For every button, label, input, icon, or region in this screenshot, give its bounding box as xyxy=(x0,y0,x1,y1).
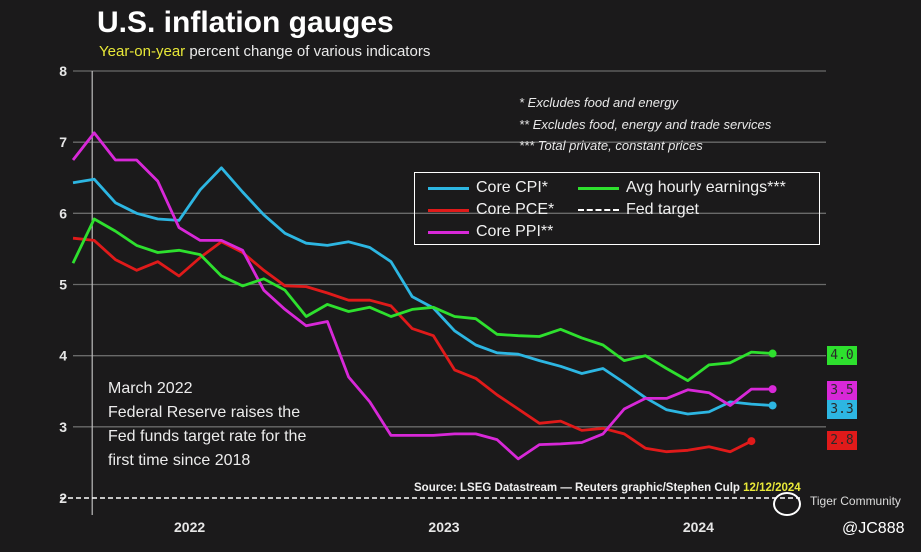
footnote: *** Total private, constant prices xyxy=(519,138,703,153)
series-line-avg-hourly-earnings xyxy=(71,217,773,383)
series-end-dot-avg-hourly-earnings xyxy=(768,349,777,358)
legend-swatch xyxy=(428,230,469,234)
subtitle-highlight: Year-on-year xyxy=(99,43,186,60)
legend-label: Fed target xyxy=(626,201,699,218)
series-end-dot-core-ppi xyxy=(768,385,777,394)
series-line-core-cpi xyxy=(72,166,773,416)
footnote: ** Excludes food, energy and trade servi… xyxy=(519,116,772,132)
legend-item-core-ppi: Core PPI** xyxy=(428,223,553,241)
author-handle: @JC888 xyxy=(842,520,905,537)
legend-swatch xyxy=(578,186,619,190)
x-tick-label: 2022 xyxy=(174,519,205,535)
annotation-line: Fed funds target rate for the xyxy=(108,428,307,445)
y-tick-label: 8 xyxy=(59,63,67,79)
end-value-label-core-ppi: 3.5 xyxy=(827,381,857,401)
end-value-label-avg-hourly-earnings: 4.0 xyxy=(827,345,857,365)
end-value-label-core-cpi: 3.3 xyxy=(827,400,857,420)
series-lines xyxy=(71,131,777,461)
legend-label: Core PPI** xyxy=(476,223,554,240)
y-tick-label: 4 xyxy=(59,348,67,364)
gridlines xyxy=(73,70,826,428)
series-line-core-ppi xyxy=(71,131,773,461)
watermark: Tiger Community xyxy=(810,494,901,508)
series-end-dot-core-cpi xyxy=(768,401,777,410)
x-tick-label: 2023 xyxy=(428,519,459,535)
source-text: Source: LSEG Datastream — Reuters graphi… xyxy=(414,482,744,494)
event-annotation: March 2022 Federal Reserve raises the Fe… xyxy=(108,377,306,473)
legend-swatch xyxy=(578,209,619,211)
chart-subtitle: Year-on-year percent change of various i… xyxy=(99,43,430,60)
footnotes: * Excludes food and energy ** Excludes f… xyxy=(519,92,771,157)
x-axis-ticks: 2022 2023 2024 xyxy=(174,519,714,535)
footnote: * Excludes food and energy xyxy=(519,95,678,110)
legend: Core CPI* Core PCE* Core PPI** Avg hourl… xyxy=(414,172,820,245)
legend-label: Avg hourly earnings*** xyxy=(626,179,786,196)
y-tick-label: 6 xyxy=(59,205,67,221)
source-date: 12/12/2024 xyxy=(743,482,801,494)
annotation-line: first time since 2018 xyxy=(108,452,251,469)
legend-label: Core CPI* xyxy=(476,179,549,196)
series-line-core-pce xyxy=(72,236,753,454)
legend-item-core-pce: Core PCE* xyxy=(428,201,554,219)
subtitle-rest: percent change of various indicators xyxy=(185,43,431,60)
tiger-logo-icon xyxy=(773,492,801,516)
y-tick-label: 3 xyxy=(59,419,67,435)
series-end-dot-core-pce xyxy=(747,437,756,446)
y-tick-label: 5 xyxy=(59,277,67,293)
x-tick-label: 2024 xyxy=(683,519,714,535)
legend-item-fed-target: Fed target xyxy=(578,201,699,219)
legend-label: Core PCE* xyxy=(476,201,555,218)
y-tick-label: 7 xyxy=(59,134,67,150)
legend-item-core-cpi: Core CPI* xyxy=(428,179,548,197)
end-value-label-core-pce: 2.8 xyxy=(827,431,857,451)
legend-swatch xyxy=(428,186,469,190)
legend-swatch xyxy=(428,208,469,212)
chart-title: U.S. inflation gauges xyxy=(97,6,394,39)
annotation-line: Federal Reserve raises the xyxy=(108,404,301,421)
legend-item-avg-hourly-earnings: Avg hourly earnings*** xyxy=(578,179,786,197)
annotation-line: March 2022 xyxy=(108,380,193,397)
source-credit: Source: LSEG Datastream — Reuters graphi… xyxy=(414,482,801,494)
